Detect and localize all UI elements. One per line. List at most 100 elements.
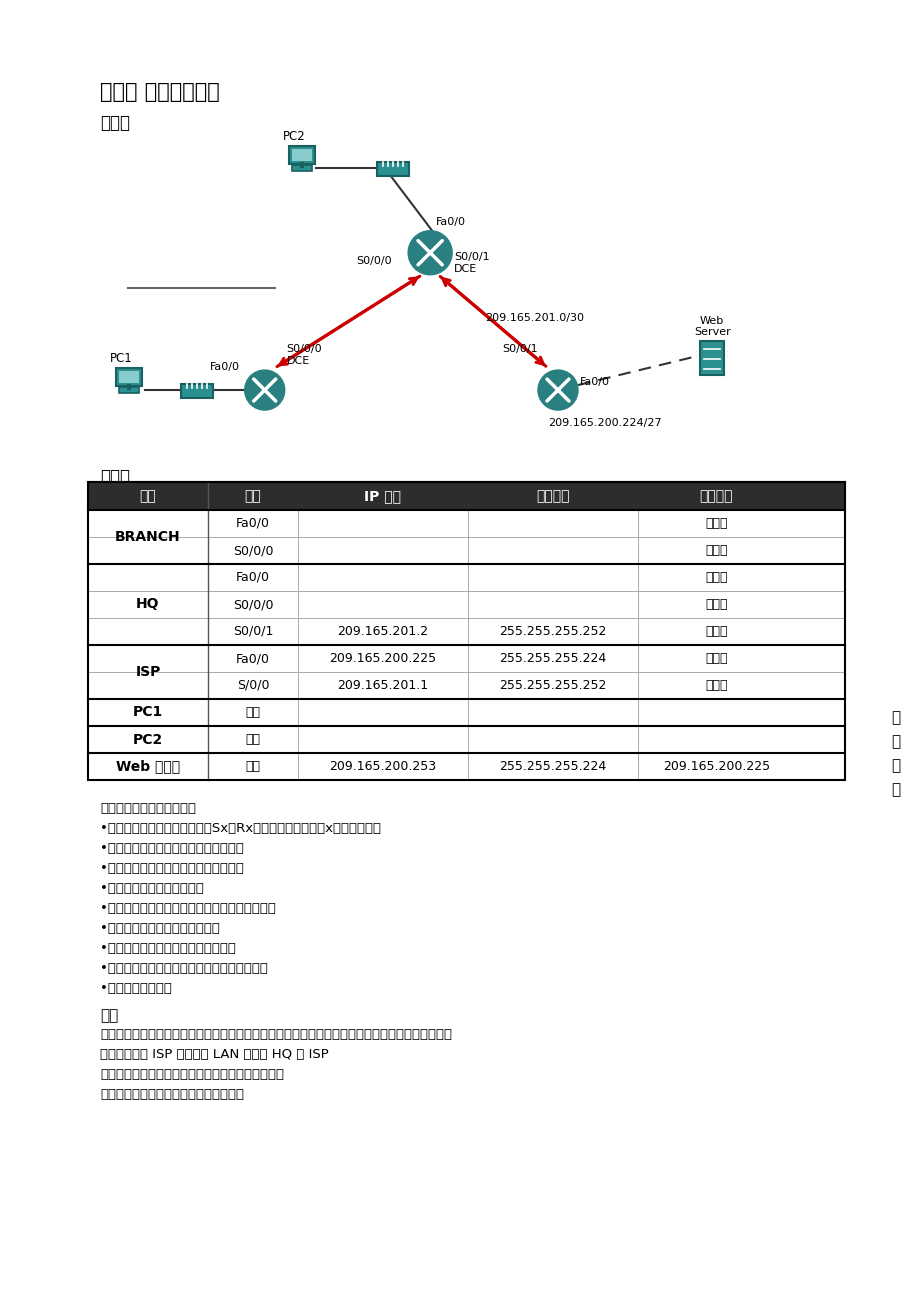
Bar xyxy=(289,146,315,164)
Bar xyxy=(88,482,844,510)
Text: Fa0/0: Fa0/0 xyxy=(236,517,269,530)
Text: 不适用: 不适用 xyxy=(705,652,727,665)
Text: ISP: ISP xyxy=(135,665,161,680)
Text: 209.165.200.225: 209.165.200.225 xyxy=(329,652,437,665)
Text: PC2: PC2 xyxy=(132,733,163,746)
Text: 默认网关: 默认网关 xyxy=(699,490,732,503)
Text: •测试并校验配置。: •测试并校验配置。 xyxy=(100,982,172,995)
Text: S/0/0: S/0/0 xyxy=(236,680,269,691)
Text: 目: 目 xyxy=(891,758,900,773)
Bar xyxy=(116,368,142,387)
Text: 拓扑图: 拓扑图 xyxy=(100,115,130,132)
Text: DCE: DCE xyxy=(454,264,477,273)
Text: PC1: PC1 xyxy=(132,706,163,720)
Text: S0/0/0: S0/0/0 xyxy=(287,344,322,354)
Circle shape xyxy=(538,370,577,410)
Text: Fa0/0: Fa0/0 xyxy=(436,216,466,227)
Text: 完成本实验后，您将能够：: 完成本实验后，您将能够： xyxy=(100,802,196,815)
Bar xyxy=(88,564,844,591)
Text: S0/0/1: S0/0/1 xyxy=(454,251,489,262)
Bar xyxy=(181,384,213,398)
Text: 场景: 场景 xyxy=(100,1008,119,1023)
Bar xyxy=(119,371,139,383)
Text: S0/0/0: S0/0/0 xyxy=(233,544,273,557)
Text: BRANCH: BRANCH xyxy=(115,530,181,544)
Text: S0/0/1: S0/0/1 xyxy=(233,625,273,638)
Text: 255.255.255.252: 255.255.255.252 xyxy=(499,625,606,638)
Text: •请将交换机和路由器名称改成Sx（Rx）后面是姓名首拼，x为设备编号。: •请将交换机和路由器名称改成Sx（Rx）后面是姓名首拼，x为设备编号。 xyxy=(100,822,380,835)
Text: 在本次实验中，您将得到一个网络地址，您必须对其进行子网划分以便完成如拓扑结构图所示的网络: 在本次实验中，您将得到一个网络地址，您必须对其进行子网划分以便完成如拓扑结构图所… xyxy=(100,1029,451,1042)
Text: HQ: HQ xyxy=(419,277,440,290)
Bar xyxy=(88,618,844,644)
Text: 209.165.201.0/30: 209.165.201.0/30 xyxy=(484,312,584,323)
Text: S0/0/0: S0/0/0 xyxy=(233,598,273,611)
Text: •确定适当的静态路由、总结路由和默认路由。: •确定适当的静态路由、总结路由和默认路由。 xyxy=(100,962,267,975)
Text: 网卡: 网卡 xyxy=(245,733,260,746)
Text: IP 地址: IP 地址 xyxy=(364,490,401,503)
Text: 子网掩码: 子网掩码 xyxy=(536,490,569,503)
Text: Web
Server: Web Server xyxy=(693,316,730,337)
Bar xyxy=(88,727,844,753)
Bar xyxy=(292,164,312,171)
Bar xyxy=(88,591,844,618)
Text: •配置并激活串行接口和以太网接口。: •配置并激活串行接口和以太网接口。 xyxy=(100,943,235,954)
Text: S0/0/0: S0/0/0 xyxy=(357,255,391,266)
Bar xyxy=(292,148,312,160)
Text: PC2: PC2 xyxy=(283,130,305,143)
Text: Web 服务器: Web 服务器 xyxy=(116,759,180,773)
Text: 以便非直连网络中的主机能够彼此通信。: 以便非直连网络中的主机能够彼此通信。 xyxy=(100,1088,244,1101)
Circle shape xyxy=(408,230,451,275)
Text: 路由器之间的链路已经完成。但还需要配置静态路由: 路由器之间的链路已经完成。但还需要配置静态路由 xyxy=(100,1068,284,1081)
Bar xyxy=(88,644,844,672)
Text: 209.165.201.1: 209.165.201.1 xyxy=(337,680,428,691)
Bar xyxy=(88,672,844,699)
Bar xyxy=(88,536,844,564)
Text: •清除启动配置并将路由器重新加载为默认状态。: •清除启动配置并将路由器重新加载为默认状态。 xyxy=(100,902,276,915)
Text: 网卡: 网卡 xyxy=(245,706,260,719)
Bar xyxy=(699,341,723,375)
Text: •根据拓扑图进行网络布线。: •根据拓扑图进行网络布线。 xyxy=(100,881,204,894)
Text: •为接口分配适当的地址，并进行记录。: •为接口分配适当的地址，并进行记录。 xyxy=(100,862,244,875)
Text: Fa0/0: Fa0/0 xyxy=(236,572,269,585)
Bar xyxy=(119,387,139,393)
Text: 255.255.255.224: 255.255.255.224 xyxy=(499,760,606,773)
Bar xyxy=(376,161,408,176)
Circle shape xyxy=(244,370,284,410)
Text: 不适用: 不适用 xyxy=(705,544,727,557)
Text: •在路由器上执行基本配置任务。: •在路由器上执行基本配置任务。 xyxy=(100,922,220,935)
Text: 设备: 设备 xyxy=(140,490,156,503)
Bar xyxy=(88,510,844,536)
Text: S0/0/1: S0/0/1 xyxy=(502,344,538,354)
Text: 209.165.200.224/27: 209.165.200.224/27 xyxy=(548,418,661,428)
Text: 不适用: 不适用 xyxy=(705,625,727,638)
Text: 255.255.255.224: 255.255.255.224 xyxy=(499,652,606,665)
Text: HQ: HQ xyxy=(136,598,160,612)
Text: 209.165.200.253: 209.165.200.253 xyxy=(329,760,437,773)
Text: 地址表: 地址表 xyxy=(100,467,130,486)
Text: 不适用: 不适用 xyxy=(705,598,727,611)
Bar xyxy=(88,753,844,780)
Text: 实验二 静态路由配置: 实验二 静态路由配置 xyxy=(100,82,220,102)
Bar xyxy=(88,482,844,780)
Text: •根据指定的要求对地址空间划分子网。: •根据指定的要求对地址空间划分子网。 xyxy=(100,842,244,855)
Text: 学: 学 xyxy=(891,710,900,725)
Text: PC1: PC1 xyxy=(110,352,132,365)
Text: 编址。连接到 ISP 路由器的 LAN 编址和 HQ 与 ISP: 编址。连接到 ISP 路由器的 LAN 编址和 HQ 与 ISP xyxy=(100,1048,328,1061)
Text: Fa0/0: Fa0/0 xyxy=(210,362,240,372)
Text: 209.165.200.225: 209.165.200.225 xyxy=(663,760,769,773)
Text: 不适用: 不适用 xyxy=(705,680,727,691)
Text: 习: 习 xyxy=(891,734,900,749)
Text: Branch: Branch xyxy=(240,411,289,424)
Text: 不适用: 不适用 xyxy=(705,572,727,585)
Text: Fa0/0: Fa0/0 xyxy=(236,652,269,665)
Bar xyxy=(88,699,844,727)
Text: 接口: 接口 xyxy=(244,490,261,503)
Text: 标: 标 xyxy=(891,783,900,797)
Text: DCE: DCE xyxy=(287,355,310,366)
Text: ISP: ISP xyxy=(546,411,569,424)
Text: Fa0/0: Fa0/0 xyxy=(579,378,609,387)
Text: 209.165.201.2: 209.165.201.2 xyxy=(337,625,428,638)
Text: 网卡: 网卡 xyxy=(245,760,260,773)
Text: 255.255.255.252: 255.255.255.252 xyxy=(499,680,606,691)
Text: 不适用: 不适用 xyxy=(705,517,727,530)
